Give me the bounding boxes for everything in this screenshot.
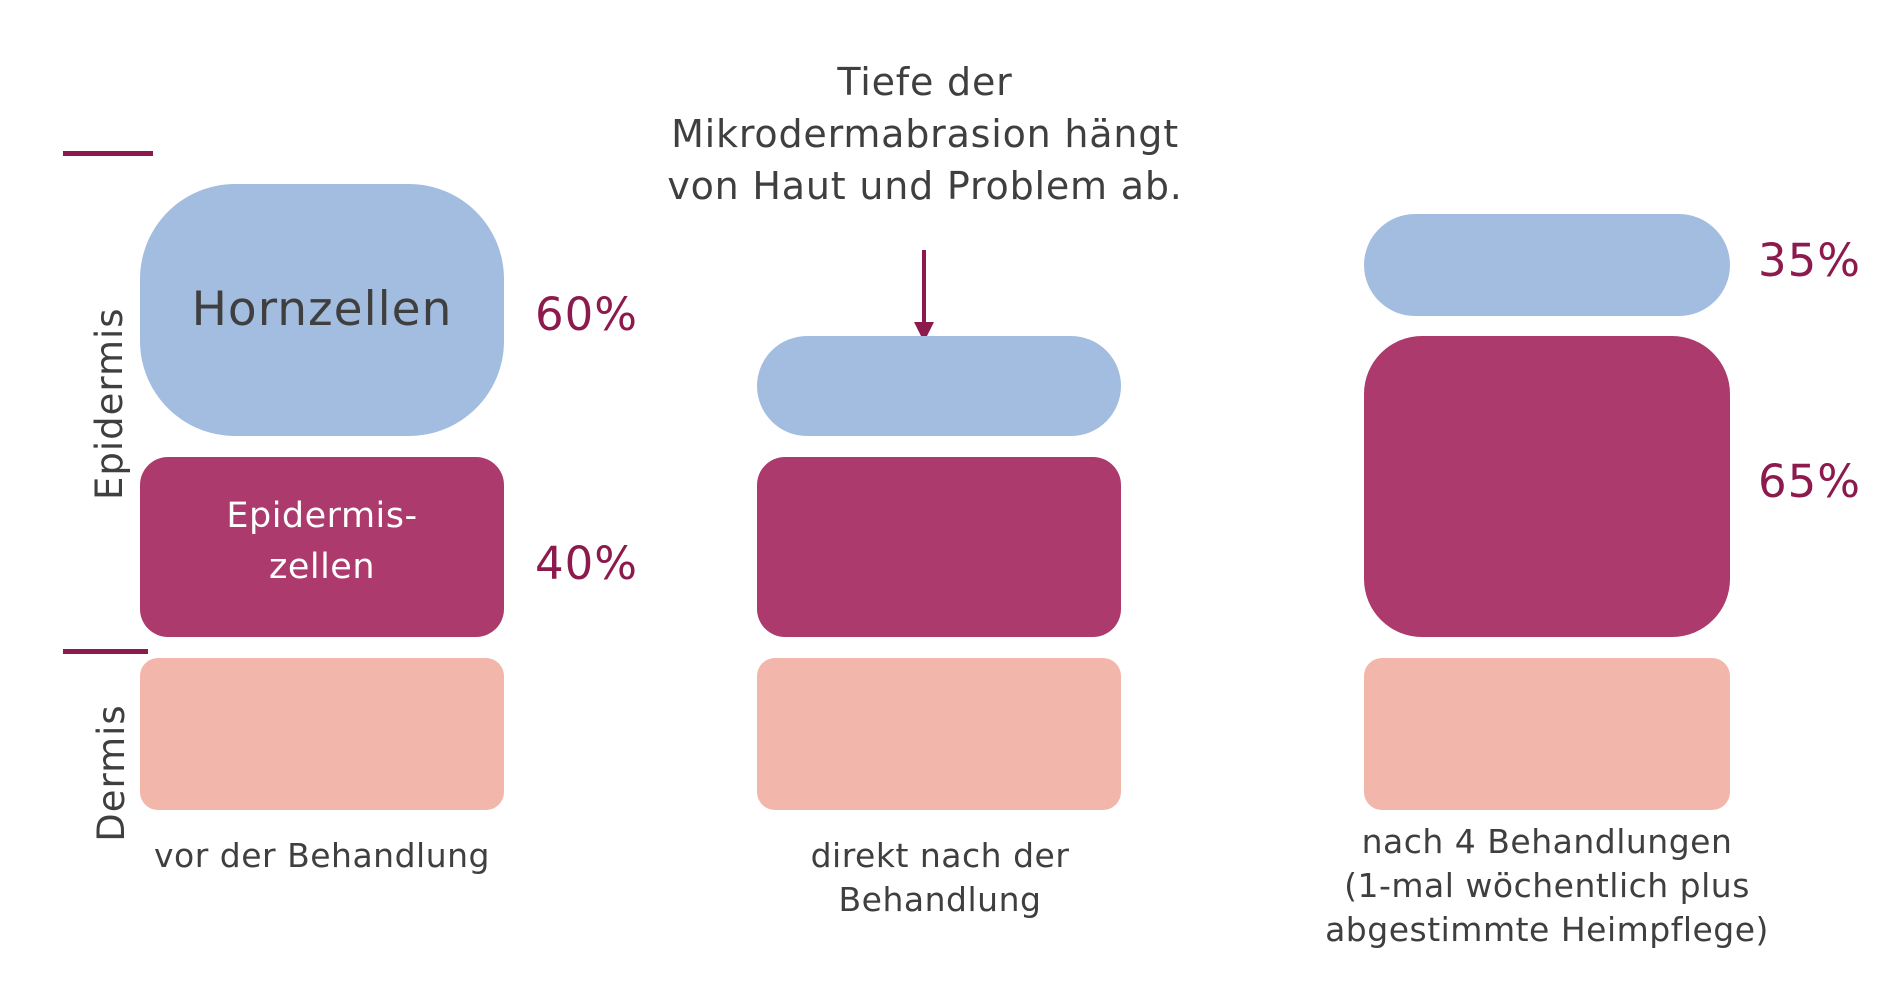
column-3-dermis-block <box>1364 658 1730 810</box>
dermis-axis-label: Dermis <box>90 704 133 842</box>
column-3-caption: nach 4 Behandlungen (1-mal wöchentlich p… <box>1282 820 1812 952</box>
column-2-dermis-block <box>757 658 1121 810</box>
depth-arrow-icon <box>914 250 934 342</box>
epidermis-top-tick <box>63 151 153 156</box>
column-1-epi-percent: 40% <box>535 537 639 590</box>
column-2-caption-line-1: direkt nach der <box>810 836 1070 875</box>
depth-note: Tiefe der Mikrodermabrasion hängt von Ha… <box>620 56 1230 212</box>
column-3-caption-line-2: (1-mal wöchentlich plus <box>1344 866 1750 905</box>
depth-note-line-1: Tiefe der <box>837 60 1013 104</box>
column-3-horn-percent: 35% <box>1758 234 1862 287</box>
epidermis-dermis-boundary-tick <box>63 649 148 654</box>
hornzellen-label: Hornzellen <box>191 282 453 337</box>
column-3-epi-percent: 65% <box>1758 455 1862 508</box>
column-1-caption-line-1: vor der Behandlung <box>154 836 490 875</box>
depth-note-line-3: von Haut und Problem ab. <box>667 164 1183 208</box>
epidermis-axis-label: Epidermis <box>88 307 131 500</box>
column-1-hornzellen-block: Hornzellen <box>140 184 504 436</box>
column-3-caption-line-1: nach 4 Behandlungen <box>1361 822 1733 861</box>
column-2-caption-line-2: Behandlung <box>838 880 1042 919</box>
column-3-hornzellen-block <box>1364 214 1730 316</box>
column-2-hornzellen-block <box>757 336 1121 436</box>
depth-note-line-2: Mikrodermabrasion hängt <box>671 112 1179 156</box>
column-2-caption: direkt nach der Behandlung <box>720 834 1160 922</box>
column-3-caption-line-3: abgestimmte Heimpflege) <box>1325 910 1769 949</box>
epidermiszellen-label-line-2: zellen <box>268 547 376 587</box>
column-2-epidermiszellen-block <box>757 457 1121 637</box>
column-1-caption: vor der Behandlung <box>140 834 504 878</box>
epidermiszellen-label-line-1: Epidermis- <box>226 496 418 536</box>
column-3-epidermiszellen-block <box>1364 336 1730 637</box>
column-1-epidermiszellen-block: Epidermis- zellen <box>140 457 504 637</box>
column-1-dermis-block <box>140 658 504 810</box>
column-1-horn-percent: 60% <box>535 288 639 341</box>
